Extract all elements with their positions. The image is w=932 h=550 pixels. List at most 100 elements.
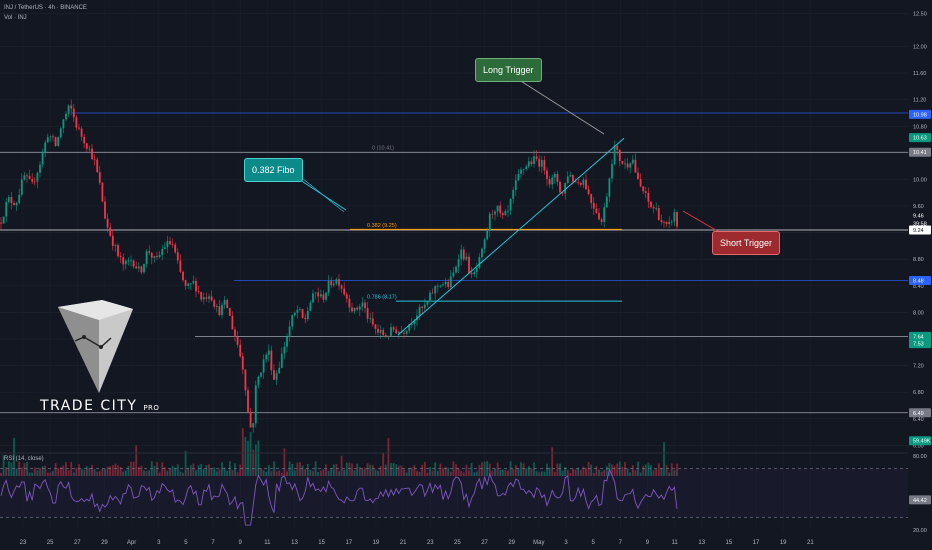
candle-body <box>202 297 205 300</box>
time-tick-label: 27 <box>74 540 81 546</box>
candle-body <box>2 216 5 224</box>
candle-body <box>356 307 359 310</box>
volume-bar <box>260 468 262 476</box>
time-tick-label: Apr <box>127 540 136 546</box>
volume-bar <box>650 464 652 476</box>
volume-bar <box>452 461 455 476</box>
candle-body <box>119 256 122 258</box>
volume-bar <box>616 463 619 476</box>
candle-body <box>546 170 548 180</box>
candle-body <box>525 166 528 170</box>
volume-bar <box>361 469 364 476</box>
trendline[interactable] <box>397 137 625 336</box>
long-trigger-callout[interactable]: Long Trigger <box>475 58 542 82</box>
volume-bar <box>192 463 195 476</box>
volume-bar <box>387 438 390 476</box>
price-tick-label: 6.40 <box>913 417 924 423</box>
candle-body <box>488 213 491 232</box>
candle-body <box>312 293 314 303</box>
candle-body <box>431 292 434 294</box>
volume-bar <box>163 466 166 476</box>
candle-body <box>91 148 93 160</box>
volume-bar <box>293 470 296 476</box>
candle-body <box>228 308 231 316</box>
candle-body <box>67 105 70 114</box>
candle-body <box>218 306 221 316</box>
short-trigger-callout[interactable]: Short Trigger <box>712 231 781 255</box>
candle-body <box>660 220 663 223</box>
candle-body <box>553 173 556 178</box>
candle-body <box>592 202 595 209</box>
candle-body <box>455 266 457 273</box>
price-axis[interactable]: 12.5012.0011.6011.2010.8010.4010.009.609… <box>909 11 931 534</box>
fibo-382-callout[interactable]: 0.382 Fibo <box>244 158 303 182</box>
volume-bar <box>78 464 80 476</box>
candle-body <box>579 182 582 185</box>
volume-bar <box>369 464 372 476</box>
volume-bar <box>41 466 44 476</box>
logo-text: TRADE CITY PRO <box>40 398 159 414</box>
candle-body <box>449 276 452 288</box>
volume-bar <box>473 472 476 476</box>
candle-body <box>241 356 244 370</box>
candle-body <box>676 211 678 227</box>
volume-bar <box>117 465 119 476</box>
volume-bar <box>371 464 374 476</box>
volume-bar <box>93 469 96 476</box>
volume-bar <box>114 463 117 476</box>
volume-bar <box>135 445 138 476</box>
candle-body <box>104 201 106 219</box>
volume-bar <box>5 467 8 476</box>
volume-bar <box>286 471 288 476</box>
candle-body <box>561 192 564 194</box>
candle-body <box>122 257 125 265</box>
candle-body <box>434 286 437 294</box>
time-tick-label: 13 <box>698 540 705 546</box>
candle-body <box>7 197 10 203</box>
volume-bar <box>39 467 41 476</box>
volume-bar <box>605 466 608 476</box>
candle-body <box>176 252 179 261</box>
volume-bar <box>613 466 616 476</box>
candle-body <box>278 367 281 374</box>
candle-body <box>655 208 658 209</box>
candle-body <box>210 296 213 301</box>
candle-body <box>288 326 291 337</box>
volume-bar <box>65 462 67 476</box>
volume-bar <box>176 464 179 476</box>
candle-body <box>10 197 13 203</box>
volume-bar <box>582 466 585 476</box>
rsi-label: RSI (14, close) <box>4 456 44 462</box>
volume-bar <box>70 461 73 476</box>
volume-bar <box>15 468 18 476</box>
candle-body <box>59 128 62 138</box>
candle-body <box>598 212 600 220</box>
volume-bar <box>517 468 520 476</box>
volume-bar <box>54 463 57 476</box>
volume-bar <box>408 468 411 476</box>
volume-bar <box>470 463 473 476</box>
volume-bar <box>455 464 457 476</box>
candle-body <box>254 385 257 424</box>
volume-bar <box>239 464 242 476</box>
time-tick-label: 3 <box>564 540 568 546</box>
candle-body <box>442 284 444 286</box>
price-badge-text: 7.64 <box>913 334 924 340</box>
volume-bar <box>494 468 496 476</box>
volume-bar <box>488 463 491 476</box>
candle-body <box>538 159 541 167</box>
candle-body <box>150 252 153 258</box>
volume-bar <box>520 462 522 476</box>
candle-body <box>273 370 275 380</box>
candle-body <box>444 281 447 285</box>
candle-body <box>439 285 442 287</box>
candle-body <box>436 285 439 287</box>
volume-bar <box>629 472 632 476</box>
time-tick-label: 3 <box>157 540 161 546</box>
candle-body <box>382 330 385 336</box>
candle-body <box>65 113 67 120</box>
price-badge-text: 6.49 <box>913 411 924 417</box>
candle-body <box>652 207 655 209</box>
time-axis[interactable]: 23 25 27 29 Apr 3 5 7 9 11 13 15 17 19 21 23 25 27 29 May 3 5… <box>20 540 815 546</box>
